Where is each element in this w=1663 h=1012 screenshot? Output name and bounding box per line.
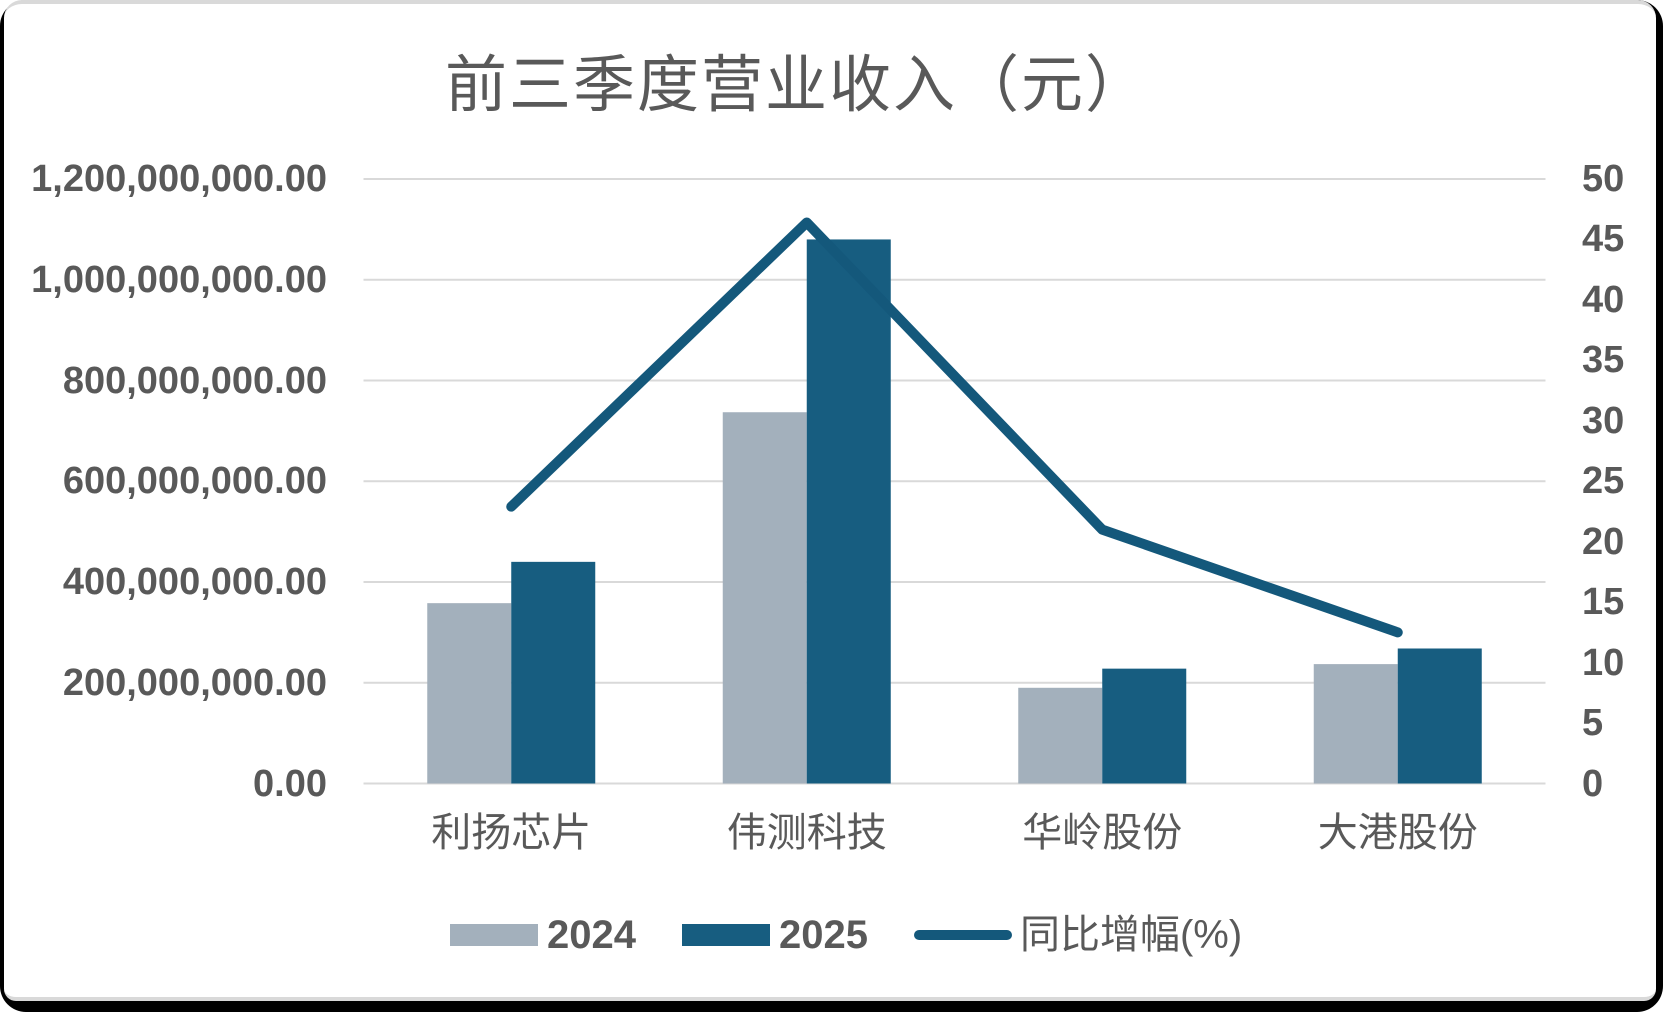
- legend-label-2024: 2024: [547, 913, 636, 957]
- right-axis-tick: 15: [1582, 581, 1625, 624]
- category-label-伟测科技: 伟测科技: [726, 811, 887, 855]
- legend-item-2024: 2024: [450, 912, 636, 958]
- right-axis-tick: 45: [1582, 218, 1625, 261]
- bar-2024-华岭股份: [1018, 687, 1103, 784]
- right-axis-tick: 30: [1582, 399, 1625, 442]
- left-axis-tick: 800,000,000.00: [62, 359, 327, 402]
- legend-swatch-2025: [681, 924, 770, 946]
- bar-2025-利扬芯片: [511, 561, 596, 784]
- legend: 2024 2025 同比增幅(%): [450, 912, 1288, 958]
- legend-label-2025: 2025: [778, 913, 868, 957]
- bar-2024-大港股份: [1313, 664, 1398, 784]
- category-label-利扬芯片: 利扬芯片: [431, 811, 592, 855]
- legend-label-yoy-growth: 同比增幅(%): [1019, 913, 1243, 957]
- left-axis-tick: 1,000,000,000.00: [31, 258, 327, 301]
- bar-2024-利扬芯片: [427, 603, 512, 784]
- bar-2024-伟测科技: [722, 412, 807, 784]
- left-axis-tick: 1,200,000,000.00: [31, 158, 327, 200]
- legend-item-2025: 2025: [681, 912, 868, 958]
- category-label-大港股份: 大港股份: [1317, 811, 1478, 855]
- right-axis-tick: 20: [1582, 520, 1625, 563]
- right-axis-tick: 10: [1582, 641, 1625, 684]
- left-axis-tick: 400,000,000.00: [62, 561, 327, 603]
- left-axis-tick: 0.00: [253, 762, 327, 805]
- right-axis-tick: 25: [1582, 460, 1625, 503]
- bar-2025-伟测科技: [806, 239, 891, 784]
- bar-2025-华岭股份: [1102, 668, 1187, 784]
- right-axis-tick: 5: [1582, 702, 1604, 745]
- chart-title: 前三季度营业收入（元）: [444, 51, 1149, 120]
- legend-line-swatch: [913, 930, 1012, 940]
- right-axis-tick: 50: [1582, 158, 1625, 200]
- legend-item-yoy-growth: 同比增幅(%): [913, 912, 1243, 958]
- right-axis-tick: 40: [1582, 278, 1625, 321]
- legend-swatch-2024: [450, 924, 538, 946]
- right-axis-tick: 0: [1582, 762, 1604, 805]
- right-axis-tick: 35: [1582, 339, 1625, 382]
- left-axis-tick: 600,000,000.00: [62, 460, 327, 503]
- category-label-华岭股份: 华岭股份: [1022, 811, 1183, 855]
- bar-2025-大港股份: [1397, 648, 1482, 784]
- line-yoy-growth: [506, 217, 1403, 638]
- left-axis-tick: 200,000,000.00: [62, 661, 327, 704]
